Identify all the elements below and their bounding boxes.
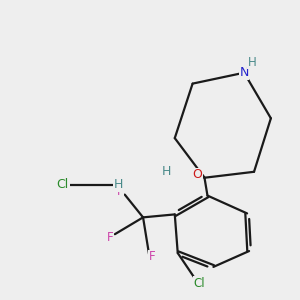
Text: F: F — [149, 250, 155, 263]
Text: Cl: Cl — [57, 178, 69, 191]
Text: O: O — [193, 168, 202, 181]
Text: H: H — [248, 56, 257, 69]
Text: F: F — [107, 231, 114, 244]
Text: Cl: Cl — [194, 277, 205, 290]
Text: F: F — [117, 185, 124, 198]
Text: N: N — [239, 66, 249, 79]
Text: H: H — [162, 165, 172, 178]
Text: H: H — [114, 178, 123, 191]
